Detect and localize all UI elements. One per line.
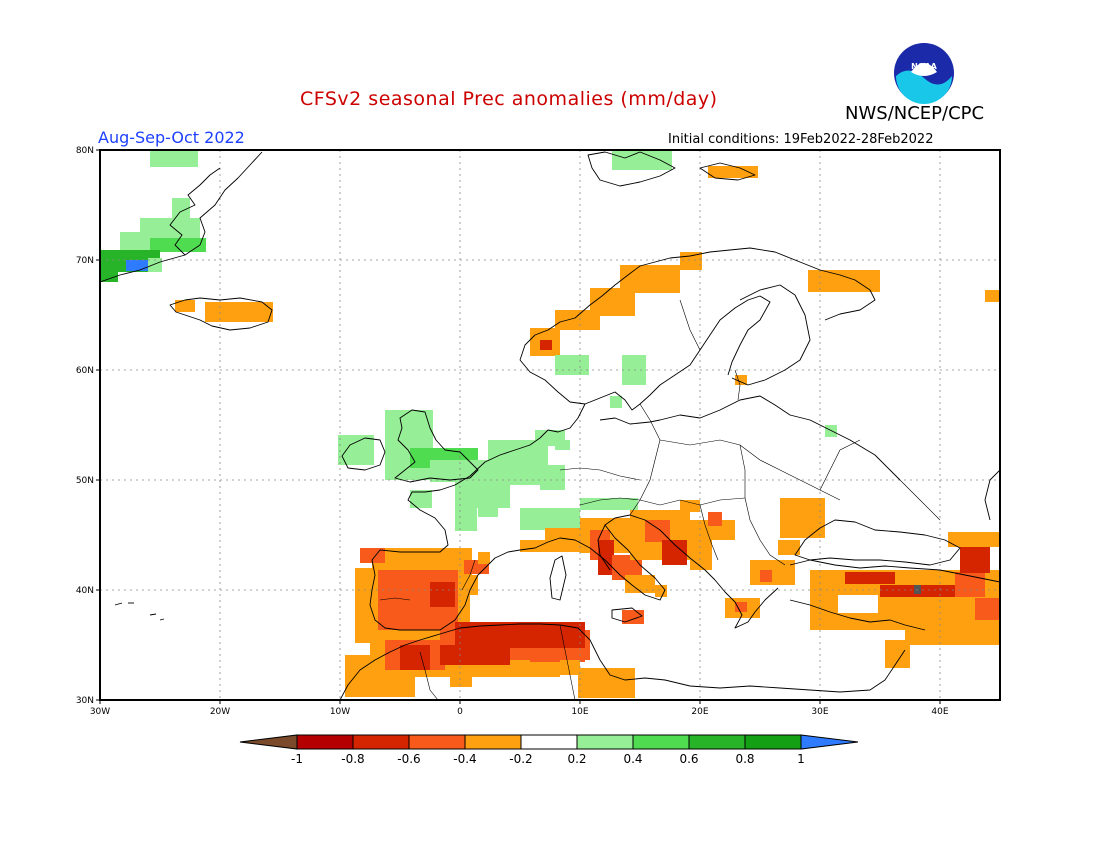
colorbar-label: 0.4 bbox=[623, 752, 642, 766]
colorbar-swatch-neg04-neg02 bbox=[464, 734, 522, 750]
colorbar-label: -0.4 bbox=[453, 752, 476, 766]
lat-label-30n: 30N bbox=[76, 696, 94, 706]
map-title: CFSv2 seasonal Prec anomalies (mm/day) bbox=[300, 88, 718, 110]
noaa-logo-icon: NOAA bbox=[894, 43, 954, 104]
colorbar-swatch-neg06-neg04 bbox=[408, 734, 466, 750]
lat-label-80n: 80N bbox=[76, 146, 94, 156]
axis-ticks bbox=[96, 149, 941, 704]
lon-label-10w: 10W bbox=[330, 707, 350, 717]
lat-label-50n: 50N bbox=[76, 476, 94, 486]
lat-label-60n: 60N bbox=[76, 366, 94, 376]
lon-label-10e: 10E bbox=[571, 707, 588, 717]
colorbar-label: -1 bbox=[291, 752, 303, 766]
colorbar-swatch-below-neg1 bbox=[239, 734, 298, 750]
lon-label-20w: 20W bbox=[210, 707, 230, 717]
colorbar-swatch-neutral bbox=[520, 734, 578, 750]
lon-label-30e: 30E bbox=[811, 707, 828, 717]
colorbar-label: -0.6 bbox=[397, 752, 420, 766]
colorbar-label: 0.2 bbox=[567, 752, 586, 766]
colorbar-swatch-06-08 bbox=[688, 734, 746, 750]
plot-frame bbox=[99, 149, 1001, 701]
period-label: Aug-Sep-Oct 2022 bbox=[98, 128, 245, 147]
colorbar bbox=[239, 734, 859, 750]
lon-label-30w: 30W bbox=[90, 707, 110, 717]
colorbar-label: 0.8 bbox=[735, 752, 754, 766]
country-borders bbox=[379, 299, 941, 700]
lat-label-70n: 70N bbox=[76, 256, 94, 266]
colorbar-swatch-02-04 bbox=[576, 734, 634, 750]
colorbar-label: 1 bbox=[797, 752, 805, 766]
colorbar-swatch-04-06 bbox=[632, 734, 690, 750]
lon-label-20e: 20E bbox=[691, 707, 708, 717]
initial-conditions-label: Initial conditions: 19Feb2022-28Feb2022 bbox=[668, 132, 934, 147]
colorbar-label: 0.6 bbox=[679, 752, 698, 766]
anomaly-shading bbox=[100, 150, 1000, 698]
colorbar-label: -0.2 bbox=[509, 752, 532, 766]
graticule bbox=[100, 150, 1000, 700]
colorbar-swatch-08-1 bbox=[744, 734, 802, 750]
colorbar-swatch-neg1-neg08 bbox=[296, 734, 354, 750]
lon-label-40e: 40E bbox=[931, 707, 948, 717]
colorbar-label: -0.8 bbox=[341, 752, 364, 766]
colorbar-swatch-above-1 bbox=[800, 734, 859, 750]
lat-label-40n: 40N bbox=[76, 586, 94, 596]
lon-label-0: 0 bbox=[457, 707, 463, 717]
logo-text: NOAA bbox=[911, 62, 937, 71]
colorbar-swatch-neg08-neg06 bbox=[352, 734, 410, 750]
coastlines bbox=[100, 151, 1000, 700]
agency-label: NWS/NCEP/CPC bbox=[845, 103, 985, 124]
